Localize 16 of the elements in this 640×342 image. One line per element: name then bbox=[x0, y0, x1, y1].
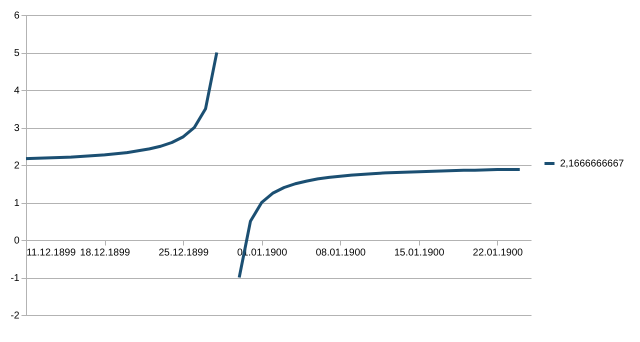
y-tick-label: 4 bbox=[14, 86, 20, 96]
y-tick-label: 6 bbox=[14, 10, 20, 22]
x-tick-label: 08.01.1900 bbox=[316, 248, 366, 258]
legend-label: 2,1666666667 bbox=[560, 158, 624, 170]
y-tick-label: -1 bbox=[10, 273, 20, 284]
x-tick-label: 15.01.1900 bbox=[394, 248, 445, 258]
y-tick-label: -2 bbox=[10, 310, 20, 322]
y-tick-label: 3 bbox=[14, 123, 20, 134]
y-tick-label: 0 bbox=[14, 236, 20, 246]
x-tick-label: 25.12.1899 bbox=[158, 248, 210, 258]
x-tick-label: 18.12.1899 bbox=[80, 248, 131, 258]
y-tick-label: 2 bbox=[14, 160, 20, 172]
x-tick-label: 22.01.1900 bbox=[472, 248, 524, 258]
y-tick-label: 5 bbox=[14, 48, 20, 59]
x-tick-label: 11.12.1899 bbox=[26, 248, 76, 258]
y-tick-label: 1 bbox=[14, 198, 20, 209]
